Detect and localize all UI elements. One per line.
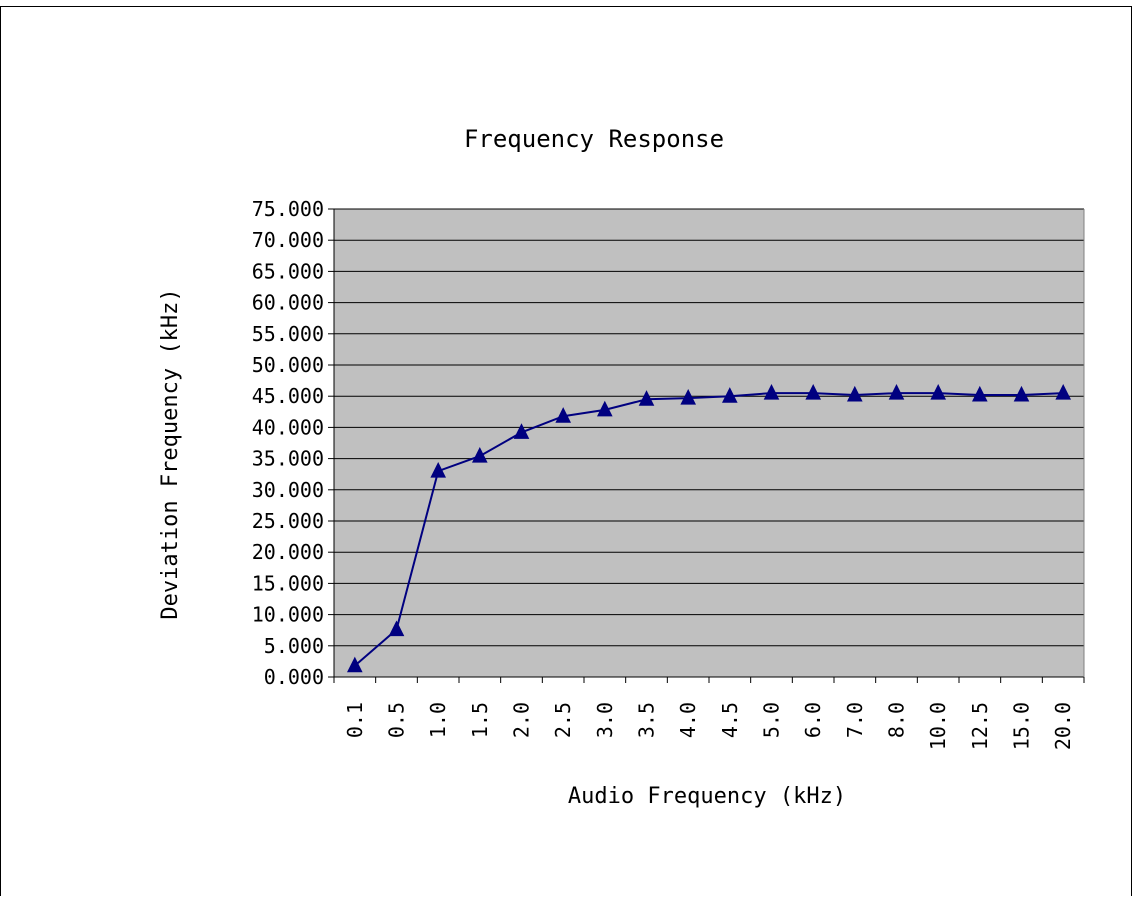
- x-tick-label: 2.0: [510, 702, 534, 738]
- y-tick-label: 35.000: [252, 447, 324, 471]
- data-point-marker: [430, 461, 447, 478]
- y-tick-label: 40.000: [252, 415, 324, 439]
- x-tick-label: 3.0: [593, 702, 617, 738]
- plot-area: 0.000 5.000 10.000 15.000 20.000 25.000 30.000…: [252, 197, 1085, 750]
- x-tick-label: 4.5: [718, 702, 742, 738]
- data-point-marker: [555, 407, 572, 423]
- data-point-marker: [721, 387, 738, 403]
- chart-frame: Frequency Response Deviation Frequency (…: [0, 6, 1132, 896]
- y-tick-label: 0.000: [264, 665, 324, 689]
- x-tick-label: 1.0: [426, 702, 450, 738]
- y-tick-label: 20.000: [252, 540, 324, 564]
- y-tick-label: 15.000: [252, 571, 324, 595]
- x-tick-label: 15.0: [1010, 702, 1034, 750]
- x-tick-label: 12.5: [968, 702, 992, 750]
- y-tick-label: 75.000: [252, 197, 324, 221]
- data-point-marker: [513, 423, 530, 439]
- data-point-marker: [388, 620, 405, 637]
- data-point-marker: [346, 656, 363, 673]
- series-line: [354, 392, 1064, 667]
- x-tick-label: 0.1: [343, 702, 367, 738]
- plot-background: [334, 209, 1084, 677]
- data-point-marker: [596, 400, 613, 417]
- x-tick-label: 1.5: [468, 702, 492, 738]
- data-point-marker: [638, 390, 655, 406]
- data-point-marker: [805, 383, 822, 400]
- x-tick-label: 5.0: [760, 702, 784, 738]
- y-tick-label: 70.000: [252, 228, 324, 252]
- y-tick-label: 30.000: [252, 478, 324, 502]
- x-tick-label: 0.5: [385, 702, 409, 738]
- x-tick-label: 10.0: [926, 702, 950, 750]
- data-point-marker: [471, 446, 488, 463]
- y-tick-label: 45.000: [252, 384, 324, 408]
- x-tick-label: 2.5: [551, 702, 575, 738]
- x-tick-label: 7.0: [843, 702, 867, 738]
- data-point-marker: [888, 383, 905, 400]
- data-point-marker: [1055, 383, 1072, 400]
- x-tick-label: 6.0: [801, 702, 825, 738]
- data-point-marker: [971, 385, 988, 402]
- x-tick-label: 3.5: [635, 702, 659, 738]
- y-tick-label: 55.000: [252, 322, 324, 346]
- y-tick-label: 65.000: [252, 259, 324, 283]
- data-point-marker: [930, 383, 947, 400]
- y-tick-label: 10.000: [252, 603, 324, 627]
- frequency-response-chart: Frequency Response Deviation Frequency (…: [158, 125, 1085, 809]
- y-axis-label: Deviation Frequency (kHz): [158, 288, 183, 619]
- x-tick-label: 20.0: [1051, 702, 1075, 750]
- data-point-marker: [846, 385, 863, 402]
- data-point-marker: [1013, 385, 1030, 402]
- chart-title: Frequency Response: [464, 125, 724, 153]
- x-tick-label: 4.0: [676, 702, 700, 738]
- y-tick-label: 5.000: [264, 634, 324, 658]
- x-tick-label: 8.0: [885, 702, 909, 738]
- x-axis-label: Audio Frequency (kHz): [568, 784, 846, 809]
- y-tick-label: 25.000: [252, 509, 324, 533]
- data-point-marker: [680, 388, 697, 405]
- data-point-marker: [763, 383, 780, 400]
- y-tick-label: 50.000: [252, 353, 324, 377]
- y-tick-label: 60.000: [252, 291, 324, 315]
